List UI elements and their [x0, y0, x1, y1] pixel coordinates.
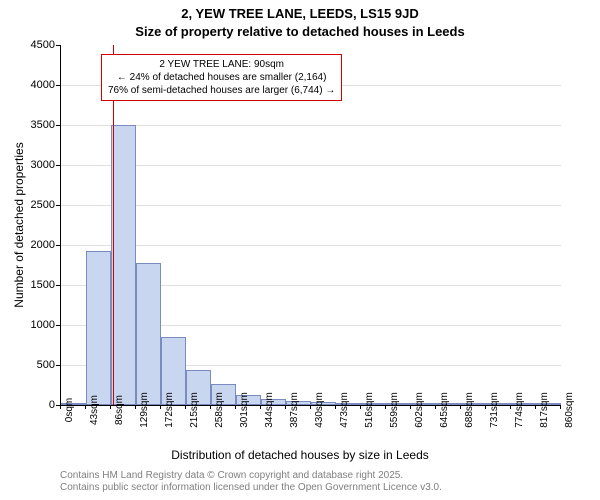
x-tick-mark — [60, 405, 61, 409]
y-tick-mark — [56, 85, 60, 86]
x-tick-mark — [335, 405, 336, 409]
y-tick-mark — [56, 325, 60, 326]
y-tick-label: 500 — [37, 359, 55, 371]
x-tick-label: 688sqm — [464, 392, 475, 428]
x-tick-label: 387sqm — [289, 392, 300, 428]
x-tick-label: 559sqm — [389, 392, 400, 428]
annotation-line2: ← 24% of detached houses are smaller (2,… — [108, 71, 335, 84]
x-tick-mark — [110, 405, 111, 409]
x-tick-label: 86sqm — [114, 395, 125, 425]
y-tick-label: 3000 — [31, 159, 55, 171]
x-tick-label: 344sqm — [264, 392, 275, 428]
y-tick-label: 3500 — [31, 119, 55, 131]
x-tick-mark — [535, 405, 536, 409]
x-tick-mark — [510, 405, 511, 409]
x-tick-mark — [160, 405, 161, 409]
y-axis-label: Number of detached properties — [12, 142, 26, 307]
y-tick-label: 4000 — [31, 79, 55, 91]
y-tick-label: 2000 — [31, 239, 55, 251]
x-tick-mark — [260, 405, 261, 409]
x-tick-label: 602sqm — [414, 392, 425, 428]
x-tick-label: 645sqm — [439, 392, 450, 428]
x-tick-label: 301sqm — [239, 392, 250, 428]
y-tick-label: 0 — [49, 399, 55, 411]
x-tick-mark — [360, 405, 361, 409]
x-tick-mark — [310, 405, 311, 409]
x-tick-mark — [285, 405, 286, 409]
y-tick-mark — [56, 365, 60, 366]
x-tick-label: 430sqm — [314, 392, 325, 428]
y-tick-mark — [56, 45, 60, 46]
gridline — [61, 245, 561, 246]
attribution-line2: Contains public sector information licen… — [60, 482, 442, 494]
y-tick-mark — [56, 285, 60, 286]
x-tick-label: 731sqm — [489, 392, 500, 428]
attribution: Contains HM Land Registry data © Crown c… — [60, 470, 442, 494]
x-tick-mark — [385, 405, 386, 409]
x-tick-mark — [185, 405, 186, 409]
x-tick-mark — [210, 405, 211, 409]
x-tick-mark — [85, 405, 86, 409]
x-tick-label: 215sqm — [189, 392, 200, 428]
x-tick-label: 43sqm — [89, 395, 100, 425]
histogram-bar — [86, 251, 111, 405]
chart-title-sub: Size of property relative to detached ho… — [0, 24, 600, 39]
annotation-box: 2 YEW TREE LANE: 90sqm ← 24% of detached… — [101, 54, 342, 101]
y-tick-label: 1000 — [31, 319, 55, 331]
x-tick-label: 129sqm — [139, 392, 150, 428]
attribution-line1: Contains HM Land Registry data © Crown c… — [60, 470, 442, 482]
gridline — [61, 205, 561, 206]
gridline — [61, 165, 561, 166]
x-tick-mark — [485, 405, 486, 409]
gridline — [61, 125, 561, 126]
y-tick-mark — [56, 245, 60, 246]
x-tick-label: 774sqm — [514, 392, 525, 428]
y-tick-label: 4500 — [31, 39, 55, 51]
y-tick-mark — [56, 205, 60, 206]
chart-title-main: 2, YEW TREE LANE, LEEDS, LS15 9JD — [0, 6, 600, 21]
y-tick-label: 1500 — [31, 279, 55, 291]
y-tick-mark — [56, 125, 60, 126]
annotation-line3: 76% of semi-detached houses are larger (… — [108, 84, 335, 97]
y-tick-mark — [56, 165, 60, 166]
annotation-line1: 2 YEW TREE LANE: 90sqm — [108, 58, 335, 71]
x-tick-label: 172sqm — [164, 392, 175, 428]
x-tick-mark — [460, 405, 461, 409]
x-tick-mark — [410, 405, 411, 409]
x-tick-mark — [560, 405, 561, 409]
x-tick-mark — [235, 405, 236, 409]
y-tick-label: 2500 — [31, 199, 55, 211]
x-tick-mark — [435, 405, 436, 409]
chart-container: 2, YEW TREE LANE, LEEDS, LS15 9JD Size o… — [0, 0, 600, 500]
x-tick-label: 258sqm — [214, 392, 225, 428]
x-tick-label: 860sqm — [564, 392, 575, 428]
histogram-bar — [111, 125, 136, 405]
x-tick-label: 473sqm — [339, 392, 350, 428]
x-axis-label: Distribution of detached houses by size … — [0, 448, 600, 462]
x-tick-mark — [135, 405, 136, 409]
histogram-bar — [136, 263, 161, 405]
x-tick-label: 817sqm — [539, 392, 550, 428]
x-tick-label: 516sqm — [364, 392, 375, 428]
plot-area: 2 YEW TREE LANE: 90sqm ← 24% of detached… — [60, 45, 561, 406]
x-tick-label: 0sqm — [64, 398, 75, 422]
